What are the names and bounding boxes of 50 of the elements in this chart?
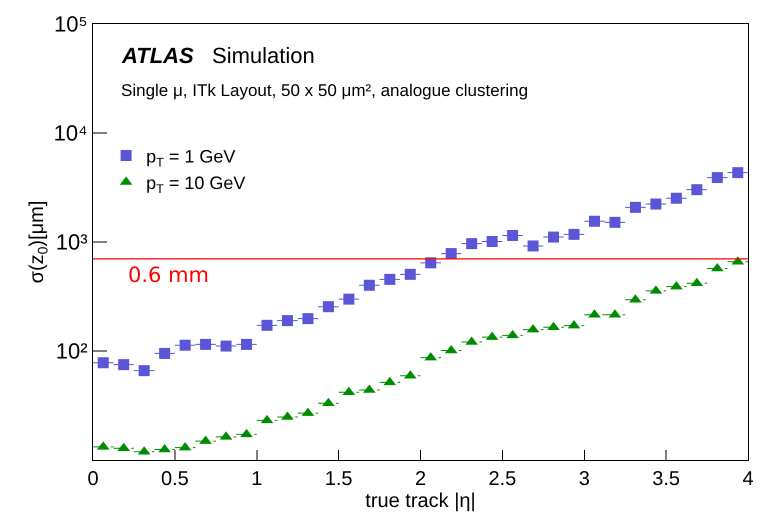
x-tick-label: 3	[578, 468, 590, 490]
x-tick-label: 1.5	[324, 468, 353, 490]
point	[507, 230, 518, 241]
point	[528, 240, 539, 252]
point	[712, 172, 723, 184]
text: ATLAS Simulation	[121, 43, 315, 68]
x-axis-title: true track |η|	[365, 490, 476, 512]
point	[486, 236, 498, 248]
point	[670, 192, 682, 204]
point	[98, 357, 109, 368]
point	[548, 232, 560, 243]
point	[261, 320, 272, 331]
text: Single μ, ITk Layout, 50 x 50 μm², analogue clustering	[121, 81, 528, 100]
legend-label: p$_{T}$ = 10 GeV	[146, 172, 246, 196]
x-tick-label: 4	[742, 468, 754, 490]
point	[384, 274, 396, 285]
point	[732, 167, 744, 178]
y-tick-label: 10⁵	[54, 12, 88, 37]
point	[138, 365, 150, 376]
legend-label: p$_{T}$ = 1 GeV	[146, 146, 236, 170]
x-tick-label: 1	[251, 468, 262, 490]
point	[588, 216, 600, 227]
x-tick-label: 2	[414, 468, 426, 490]
point	[364, 280, 375, 291]
point	[282, 315, 293, 326]
point	[343, 294, 354, 305]
point	[446, 248, 457, 260]
y-tick-label: 10³	[56, 230, 88, 255]
y-tick-label: 10⁴	[54, 120, 88, 146]
x-tick-label: 2.5	[488, 468, 516, 490]
point	[220, 340, 232, 352]
point	[404, 268, 416, 280]
x-tick-label: 3.5	[652, 468, 680, 490]
x-tick-label: 0.5	[160, 468, 189, 490]
point	[322, 301, 334, 312]
point	[302, 313, 314, 324]
point	[609, 216, 620, 228]
point	[118, 359, 130, 370]
point	[650, 198, 662, 210]
point	[568, 228, 580, 240]
point	[691, 184, 702, 196]
x-tick-label: 0	[87, 468, 99, 490]
point	[466, 238, 478, 250]
point	[200, 338, 212, 350]
ref-line-label: 0.6 mm	[128, 263, 209, 287]
point	[159, 348, 170, 359]
point	[630, 202, 641, 213]
point	[180, 340, 191, 351]
y-tick-label: 10²	[56, 338, 88, 364]
point	[241, 338, 252, 350]
